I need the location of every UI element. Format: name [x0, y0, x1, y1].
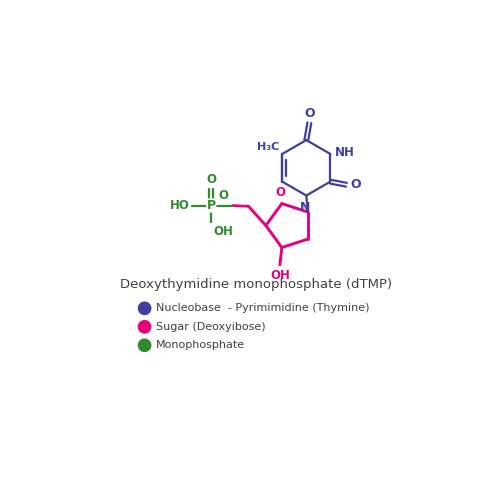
Text: O: O: [350, 178, 361, 191]
Text: O: O: [275, 186, 285, 199]
Text: Deoxythymidine monophosphate (dTMP): Deoxythymidine monophosphate (dTMP): [120, 278, 392, 290]
Text: Monophosphate: Monophosphate: [156, 340, 246, 350]
Text: H₃C: H₃C: [257, 142, 279, 152]
Text: Sugar (Deoxyibose): Sugar (Deoxyibose): [156, 322, 266, 332]
Text: N: N: [300, 201, 310, 214]
Text: OH: OH: [270, 268, 290, 281]
Circle shape: [138, 339, 151, 351]
Text: OH: OH: [213, 225, 233, 238]
Text: NH: NH: [335, 146, 355, 158]
Text: O: O: [218, 190, 228, 202]
Text: P: P: [206, 199, 216, 212]
Circle shape: [138, 302, 151, 314]
Text: O: O: [206, 174, 216, 186]
Circle shape: [138, 320, 151, 333]
Text: Nucleobase  - Pyrimimidine (Thymine): Nucleobase - Pyrimimidine (Thymine): [156, 304, 370, 314]
Text: HO: HO: [170, 199, 190, 212]
Text: O: O: [304, 107, 314, 120]
